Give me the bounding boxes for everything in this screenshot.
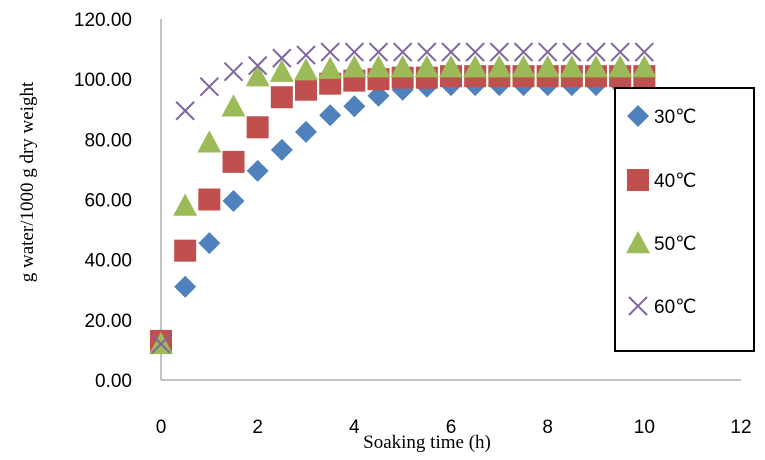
data-point [246,116,269,139]
data-point [151,334,171,354]
data-point [295,78,317,101]
legend-label: 30℃ [654,107,696,128]
data-point [586,42,606,62]
data-point [489,42,510,62]
data-point [272,48,292,68]
data-point [223,61,244,82]
data-point [222,150,245,173]
data-point [221,94,246,117]
data-point [537,42,558,62]
series-4 [151,42,655,354]
data-point [296,45,316,65]
data-point [270,86,293,109]
y-tick-label: 20.00 [84,311,132,332]
data-point [632,55,657,78]
data-point [608,55,633,78]
y-tick-label: 80.00 [84,130,132,151]
data-point [245,64,270,87]
data-point [465,42,485,62]
x-tick-label: 0 [156,417,167,438]
data-point [320,42,340,62]
data-points [149,42,657,355]
data-point [511,55,536,78]
data-point [173,193,198,216]
axes [160,19,741,381]
data-point [535,55,560,78]
data-point [366,55,391,78]
data-point [294,58,318,81]
series-2 [150,65,656,352]
data-point [175,101,195,121]
x-tick-label: 8 [542,417,553,438]
data-point [174,239,197,262]
data-point [342,55,367,78]
data-point [439,55,463,78]
data-point [584,55,608,78]
data-point [344,42,365,62]
x-tick-label: 2 [252,417,263,438]
x-tick-label: 6 [446,417,457,438]
tick-labels: 0 2 4 6 8 10 120.0020.0040.0060.0080.00100.001… [74,10,752,438]
data-point [270,138,293,161]
legend-label: 50℃ [654,234,696,255]
y-tick-label: 100.00 [74,70,132,91]
y-tick-label: 0.00 [95,371,132,392]
legend-label: 60℃ [654,297,696,318]
series-3 [149,55,657,355]
data-point [417,42,437,62]
data-point [199,76,220,97]
y-axis-title: g water/1000 g dry weight [17,81,38,282]
data-point [634,42,655,62]
x-tick-label: 4 [349,417,360,438]
legend: 30℃ 40℃ 50℃ 60℃ [614,87,755,352]
data-point [247,55,268,76]
x-tick-label: 12 [730,417,751,438]
legend-marker [627,169,649,191]
data-point [343,95,366,118]
data-point [197,130,222,153]
data-point [487,55,512,78]
data-point [198,188,221,211]
x-axis-title: Soaking time (h) [363,432,491,453]
y-tick-label: 60.00 [84,191,132,212]
data-point [222,190,245,213]
y-tick-label: 40.00 [84,251,132,272]
data-point [295,120,317,143]
legend-marker [628,296,648,316]
data-point [174,275,197,298]
data-point [246,159,269,182]
legend-marker [627,105,649,127]
data-point [318,56,343,79]
data-point [463,55,488,78]
data-point [368,42,389,62]
x-tick-label: 10 [634,417,655,438]
data-point [269,59,294,82]
data-point [390,55,415,78]
data-point [414,55,439,78]
data-point [198,232,221,255]
data-point [610,42,630,62]
data-point [513,42,534,62]
data-point [562,42,582,62]
data-point [559,55,584,78]
data-point [392,42,413,62]
data-point [441,42,461,62]
legend-marker [626,231,650,254]
y-tick-label: 120.00 [74,10,132,31]
legend-label: 40℃ [654,171,696,192]
data-point [367,84,390,107]
data-point [319,104,342,127]
